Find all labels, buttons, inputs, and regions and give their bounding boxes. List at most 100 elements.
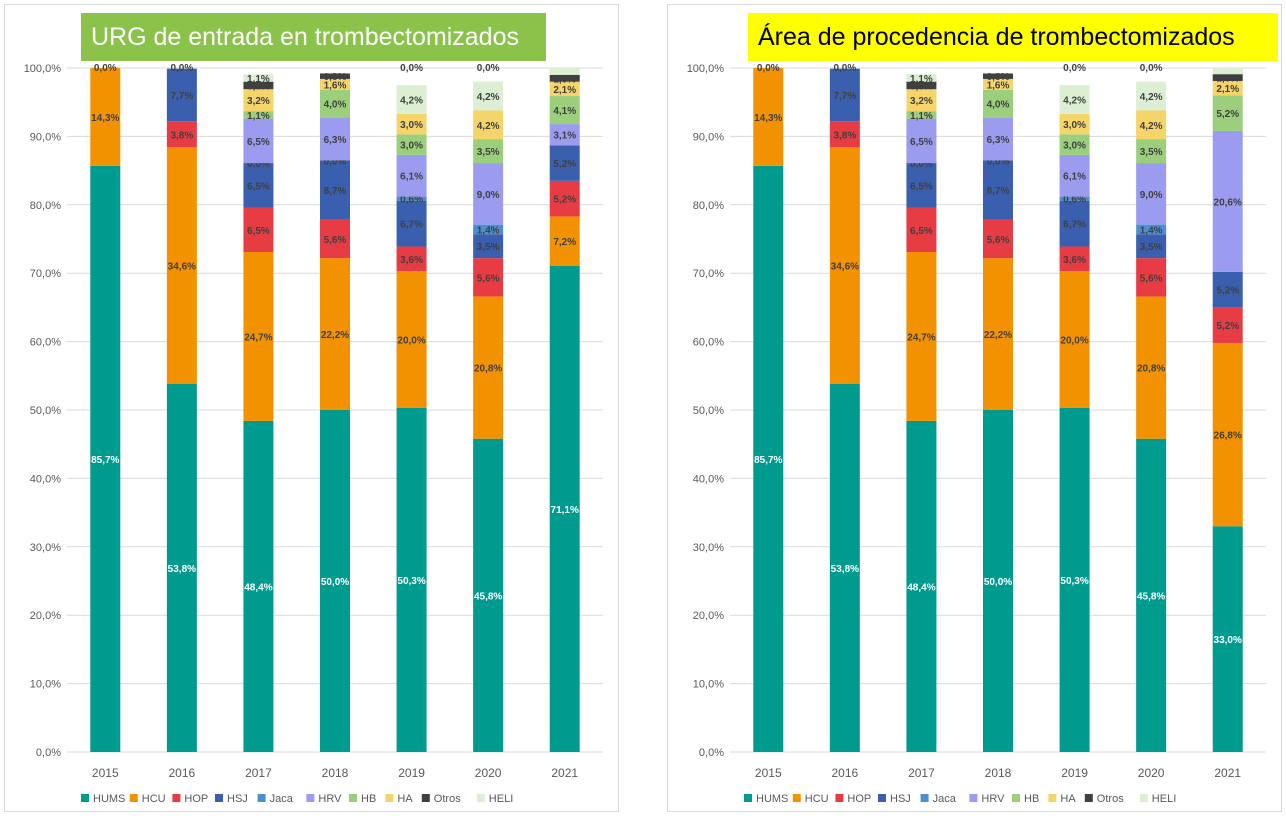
- data-label: 1,1%: [247, 111, 270, 122]
- data-label: 6,1%: [1063, 172, 1086, 183]
- bar-segment: [983, 258, 1013, 410]
- y-tick-label: 40,0%: [693, 473, 724, 485]
- legend-swatch: [920, 794, 929, 802]
- x-tick-label: 2018: [322, 766, 349, 780]
- bar-segment: [983, 78, 1013, 90]
- data-label: 1,1%: [910, 74, 933, 85]
- data-label: 8,7%: [987, 186, 1010, 197]
- bar-segment: [1212, 95, 1243, 131]
- legend-swatch: [385, 794, 394, 802]
- bar-segment: [396, 196, 427, 201]
- legend-item: HOP: [172, 793, 208, 805]
- bar-segment: [396, 407, 427, 752]
- data-label: 48,4%: [244, 582, 272, 593]
- x-tick-label: 2020: [475, 766, 502, 780]
- data-label: 20,8%: [474, 364, 502, 375]
- data-label: 3,2%: [247, 96, 270, 107]
- bar-segment: [396, 154, 427, 197]
- legend-swatch: [835, 794, 844, 802]
- bar-segment: [320, 219, 350, 259]
- legend-swatch: [306, 794, 315, 802]
- data-label: 53,8%: [831, 564, 859, 575]
- data-label: 0,0%: [170, 63, 193, 74]
- data-label: 0,0%: [94, 63, 117, 74]
- data-label: 1,1%: [247, 74, 270, 85]
- bar-segment: [1212, 271, 1243, 308]
- y-tick-label: 80,0%: [30, 200, 61, 212]
- data-label: 1,6%: [324, 80, 347, 91]
- bar-segment: [983, 89, 1013, 118]
- data-label: 0,0%: [247, 81, 270, 92]
- data-label: 6,3%: [987, 135, 1010, 146]
- bar-segment: [549, 216, 580, 266]
- bar-segment: [549, 180, 580, 217]
- bar-segment: [1212, 342, 1243, 527]
- bar-segment: [1136, 258, 1167, 297]
- data-label: 0,8%: [987, 72, 1010, 83]
- legend-swatch: [1139, 794, 1148, 802]
- bar-segment: [1212, 80, 1243, 96]
- legend-swatch: [1048, 794, 1057, 802]
- data-label: 45,8%: [1137, 591, 1165, 602]
- bar-segment: [829, 384, 860, 752]
- data-label: 20,8%: [1137, 364, 1165, 375]
- legend-swatch: [744, 794, 752, 802]
- y-tick-label: 0,0%: [699, 747, 724, 759]
- bar-segment: [906, 163, 937, 208]
- bar-segment: [1136, 139, 1167, 164]
- data-label: 0,6%: [400, 195, 423, 206]
- bar-segment: [1136, 110, 1167, 140]
- y-tick-label: 30,0%: [693, 542, 724, 554]
- legend-item: HELI: [476, 793, 513, 805]
- legend-label: HOP: [847, 793, 871, 805]
- data-label: 33,0%: [1214, 635, 1242, 646]
- bar-segment: [1059, 196, 1090, 201]
- bar-segment: [549, 96, 580, 125]
- bar-segment: [1212, 67, 1243, 75]
- legend-item: HB: [349, 793, 376, 805]
- data-label: 3,5%: [477, 147, 500, 158]
- legend-item: HCU: [792, 793, 829, 805]
- legend-label: Jaca: [933, 793, 957, 805]
- y-tick-label: 20,0%: [693, 610, 724, 622]
- data-label: 4,2%: [477, 121, 500, 132]
- data-label: 85,7%: [754, 455, 782, 466]
- data-label: 53,8%: [168, 564, 196, 575]
- data-label: 0,0%: [247, 159, 270, 170]
- data-label: 2,1%: [1216, 84, 1239, 95]
- bar-segment: [549, 81, 580, 97]
- stacked-bar-chart-area: 0,0% 10,0% 20,0% 30,0% 40,0% 50,0% 60,0% 70,0% 8…: [687, 63, 1266, 805]
- legend-swatch: [1012, 794, 1020, 802]
- legend-item: Otros: [421, 793, 461, 805]
- data-label: 0,0%: [477, 63, 500, 74]
- data-label: 4,0%: [324, 100, 347, 111]
- bar-segment: [473, 258, 504, 297]
- bar-segment: [320, 89, 350, 118]
- legend-label: HSJ: [890, 793, 911, 805]
- chart-panel-urg: URG de entrada en trombectomizados 0,0% 1…: [4, 4, 619, 812]
- legend-label: HSJ: [227, 793, 248, 805]
- chart-panel-area: Área de procedencia de trombectomizados …: [667, 4, 1282, 812]
- bar-segment: [829, 68, 860, 122]
- data-label: 3,0%: [400, 141, 423, 152]
- bar-segment: [549, 145, 580, 181]
- data-label: 3,6%: [400, 255, 423, 266]
- bar-segment: [906, 81, 937, 90]
- x-tick-label: 2017: [245, 766, 272, 780]
- data-label: 0,0%: [910, 159, 933, 170]
- legend-label: Jaca: [270, 793, 294, 805]
- data-label: 50,0%: [321, 577, 349, 588]
- data-label: 6,5%: [910, 181, 933, 192]
- data-label: 5,2%: [553, 159, 576, 170]
- data-label: 6,5%: [247, 137, 270, 148]
- data-label: 3,0%: [400, 120, 423, 131]
- data-label: 5,6%: [324, 235, 347, 246]
- data-label: 22,2%: [321, 330, 349, 341]
- bar-segment: [1136, 438, 1167, 752]
- bar-segment: [983, 73, 1013, 79]
- data-label: 4,2%: [1140, 92, 1163, 103]
- y-tick-label: 80,0%: [693, 200, 724, 212]
- stacked-bar-chart-urg: 0,0% 10,0% 20,0% 30,0% 40,0% 50,0% 60,0% 70,0% 8…: [24, 63, 603, 805]
- chart-title: Área de procedencia de trombectomizados: [748, 13, 1278, 61]
- data-label: 48,4%: [907, 582, 935, 593]
